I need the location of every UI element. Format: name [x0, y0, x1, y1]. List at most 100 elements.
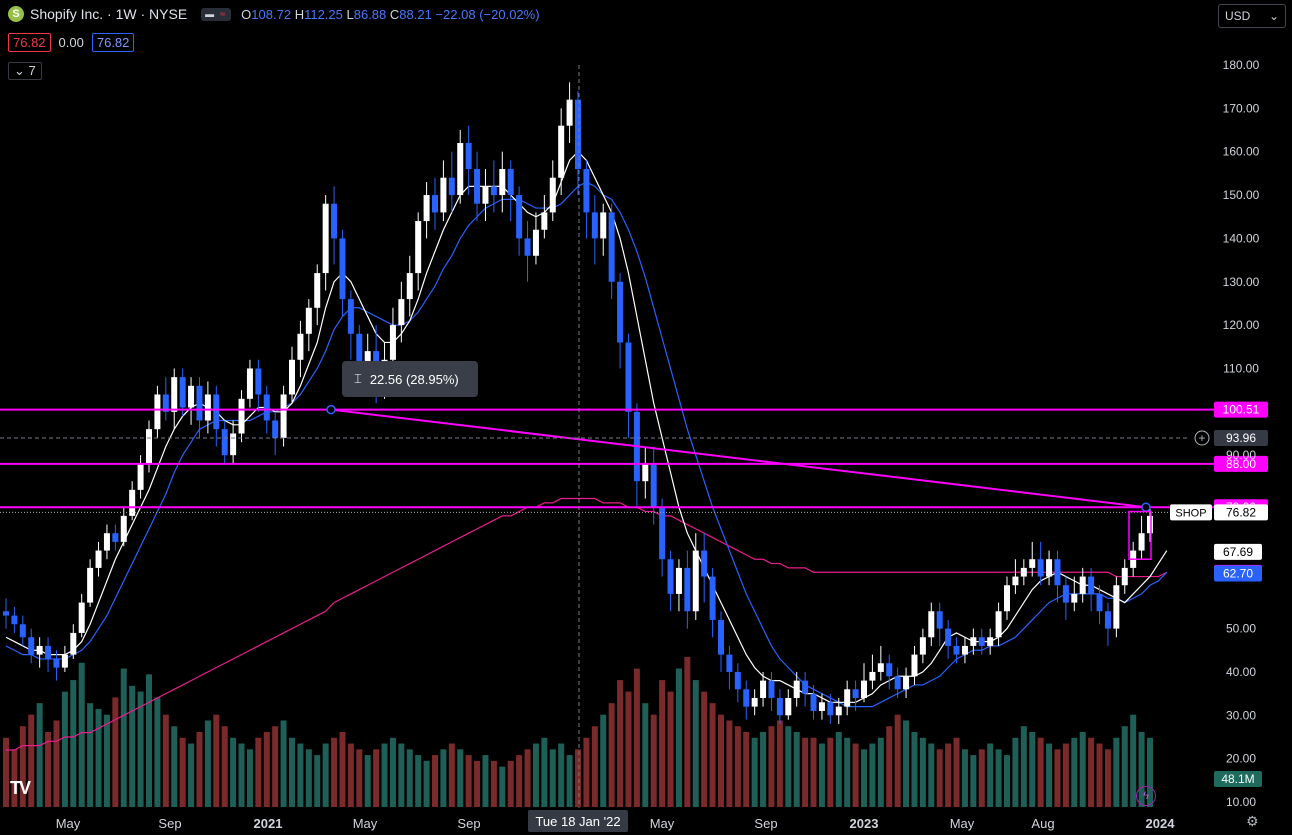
volume-bar: [238, 743, 245, 807]
volume-bar: [322, 743, 329, 807]
candle-body: [1037, 559, 1044, 577]
volume-bar: [95, 708, 102, 807]
volume-bar: [919, 737, 926, 807]
candle-body: [103, 533, 110, 551]
level-label-box: [1214, 455, 1268, 472]
candle-body: [474, 169, 481, 204]
volume-bar: [903, 720, 910, 807]
candle-body: [793, 680, 800, 698]
volume-bar: [146, 674, 152, 807]
volume-bar: [272, 726, 279, 807]
volume-bar: [112, 697, 119, 807]
x-axis-tick: May: [56, 816, 81, 831]
lightning-icon[interactable]: ϟ: [1136, 786, 1156, 806]
x-axis-tick: 2023: [850, 816, 879, 831]
sell-button[interactable]: 76.82: [8, 33, 51, 52]
volume-bar: [507, 760, 514, 807]
candle-body: [280, 394, 287, 438]
candle-body: [608, 212, 615, 282]
candle-body: [1121, 567, 1128, 586]
wave-icon[interactable]: ≈: [220, 9, 226, 19]
candle-body: [1012, 576, 1019, 586]
volume-bar: [524, 749, 531, 807]
buy-button[interactable]: 76.82: [91, 33, 135, 52]
chevron-down-icon: ⌄: [14, 63, 25, 78]
volume-bar: [760, 732, 767, 807]
volume-bar: [204, 720, 211, 807]
volume-bar: [137, 691, 144, 807]
trendline: [330, 408, 1147, 509]
volume-bar: [793, 732, 800, 807]
candle-body: [886, 663, 893, 677]
level-label-box: [1214, 401, 1268, 418]
volume-bar: [734, 726, 741, 807]
volume-bar: [255, 737, 262, 807]
candle-body: [751, 697, 758, 707]
candle-body: [230, 433, 237, 456]
volume-bar: [305, 749, 312, 807]
symbol-title[interactable]: Shopify Inc. · 1W · NYSE: [30, 6, 188, 22]
x-axis-tick: May: [950, 816, 975, 831]
volume-bar: [650, 714, 657, 807]
candle-body: [389, 325, 396, 360]
volume-bar: [221, 726, 228, 807]
candle-body: [877, 663, 884, 672]
y-axis-tick: 150.00: [1223, 188, 1260, 202]
x-axis-tick: Sep: [457, 816, 480, 831]
last-price-label: 76.82: [1226, 505, 1256, 519]
candle-body: [718, 619, 724, 655]
chart-type-toggle[interactable]: ▬ ≈: [201, 7, 232, 21]
gear-icon[interactable]: ⚙: [1246, 813, 1259, 829]
volume-bar: [364, 755, 371, 807]
candle-body: [11, 615, 18, 625]
volume-bar: [1138, 732, 1145, 807]
volume-bar: [575, 749, 581, 807]
sma-pink-line: [6, 497, 1168, 751]
volume-bar: [776, 720, 783, 807]
y-axis-tick: 120.00: [1223, 318, 1260, 332]
candle-body: [507, 169, 514, 196]
volume-bar: [928, 743, 935, 807]
candle-body: [36, 645, 43, 655]
candle-body: [499, 169, 506, 196]
add-alert-icon: [1194, 430, 1210, 446]
candle-body: [970, 637, 977, 646]
indicators-toggle[interactable]: ⌄ 7: [8, 62, 42, 80]
tradingview-logo-icon[interactable]: TV: [10, 778, 31, 798]
volume-bar: [692, 680, 699, 807]
volume-bar: [675, 668, 682, 807]
volume-bar: [852, 743, 859, 807]
volume-bar: [726, 720, 733, 807]
volume-bar: [633, 668, 640, 807]
candle-body: [45, 645, 52, 659]
candle-body: [246, 368, 253, 399]
volume-bar: [314, 755, 321, 807]
volume-bar: [659, 680, 666, 807]
volume-bar: [381, 743, 388, 807]
volume-bar: [785, 726, 792, 807]
candle-body: [852, 689, 859, 698]
crosshair-price-box: [1214, 430, 1268, 447]
eye-icon[interactable]: ▬: [205, 9, 215, 19]
volume-bar: [432, 755, 438, 807]
currency-select[interactable]: USD ⌄: [1218, 4, 1286, 28]
volume-bar: [230, 737, 237, 807]
volume-bar: [1062, 743, 1069, 807]
candle-body: [78, 602, 85, 633]
candle-body: [87, 567, 94, 603]
volume-bar: [1096, 743, 1103, 807]
volume-bar: [987, 743, 994, 807]
volume-bar: [1079, 732, 1086, 807]
candle-body: [684, 567, 691, 612]
volume-bar: [768, 726, 775, 807]
y-axis-tick: 160.00: [1223, 145, 1260, 159]
indicator-value-box: [1214, 771, 1262, 787]
candle-body: [558, 125, 565, 178]
candle-body: [743, 689, 750, 707]
candle-body: [154, 394, 161, 430]
chart-header: S Shopify Inc. · 1W · NYSE ▬ ≈ O108.72 H…: [8, 6, 540, 22]
candle-body: [625, 342, 632, 412]
candle-body: [255, 368, 262, 395]
volume-bar: [53, 720, 60, 807]
